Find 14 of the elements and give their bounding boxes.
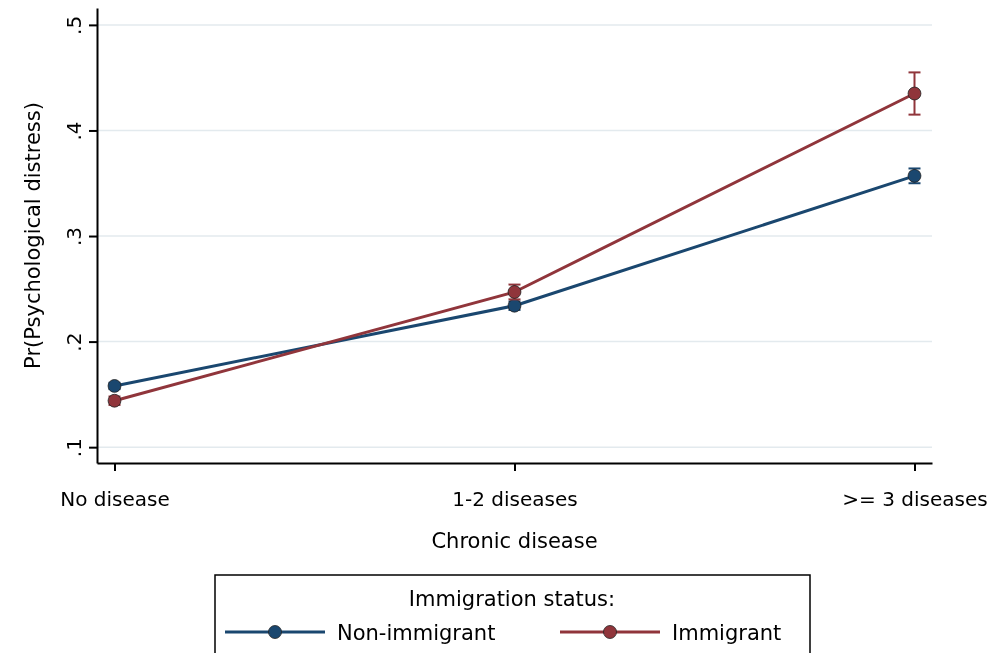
y-tick-label: .4 — [62, 121, 86, 141]
legend-label: Non-immigrant — [337, 621, 496, 645]
y-axis-title: Pr(Psychological distress) — [21, 102, 45, 369]
y-tick-label: .1 — [62, 438, 86, 458]
x-tick-label: >= 3 diseases — [842, 487, 988, 511]
point — [907, 86, 922, 101]
y-tick-label: .5 — [62, 15, 86, 35]
legend-title: Immigration status: — [408, 587, 616, 611]
y-tick-label: .3 — [62, 226, 86, 247]
y-tick-label: .2 — [62, 332, 86, 352]
x-tick-label: 1-2 diseases — [452, 487, 578, 511]
legend-label: Immigrant — [672, 621, 782, 645]
x-axis-title: Chronic disease — [431, 529, 598, 553]
x-tick-label: No disease — [60, 487, 170, 511]
